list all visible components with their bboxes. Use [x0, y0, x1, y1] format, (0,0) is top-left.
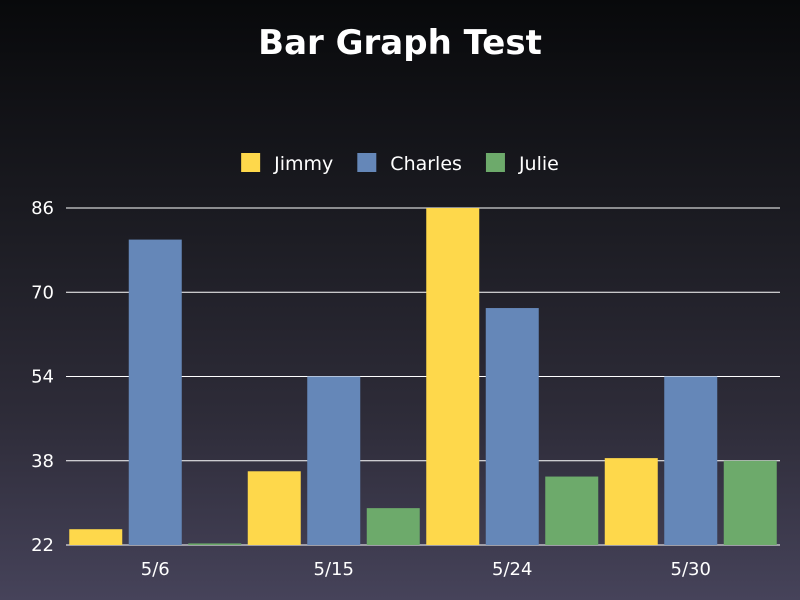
y-tick-label: 54: [31, 367, 54, 388]
legend-swatch: [357, 153, 377, 172]
y-tick-label: 38: [31, 451, 54, 472]
legend-label: Julie: [518, 153, 559, 175]
legend: Jimmy Charles Julie: [241, 153, 559, 175]
bar-julie-3: [723, 460, 777, 545]
legend-label: Jimmy: [273, 153, 333, 175]
bar-julie-1: [366, 508, 420, 545]
bar-charles-0: [128, 239, 182, 545]
legend-swatch: [241, 153, 261, 172]
bar-jimmy-3: [604, 458, 658, 545]
x-tick-label: 5/6: [141, 559, 170, 580]
legend-swatch: [485, 153, 505, 172]
x-tick-label: 5/15: [314, 559, 354, 580]
bar-charles-1: [307, 376, 361, 545]
chart-title: Bar Graph Test: [258, 23, 542, 63]
bars: [69, 208, 777, 545]
x-axis-ticks: 5/6 5/15 5/24 5/30: [141, 559, 711, 580]
bar-jimmy-0: [69, 529, 123, 545]
bar-julie-2: [545, 476, 599, 545]
legend-item-jimmy: Jimmy: [241, 153, 333, 175]
x-tick-label: 5/30: [671, 559, 711, 580]
bar-charles-3: [664, 376, 718, 545]
bar-jimmy-2: [426, 208, 480, 545]
bar-julie-0: [188, 543, 242, 545]
gridlines: [66, 207, 780, 546]
bar-charles-2: [485, 308, 539, 545]
y-tick-label: 86: [31, 198, 54, 219]
y-tick-label: 22: [31, 535, 54, 556]
y-axis-ticks: 22 38 54 70 86: [31, 198, 54, 556]
legend-item-charles: Charles: [357, 153, 462, 175]
bar-jimmy-1: [247, 471, 301, 545]
legend-label: Charles: [390, 153, 462, 175]
legend-item-julie: Julie: [485, 153, 559, 175]
y-tick-label: 70: [31, 282, 54, 303]
x-tick-label: 5/24: [492, 559, 532, 580]
